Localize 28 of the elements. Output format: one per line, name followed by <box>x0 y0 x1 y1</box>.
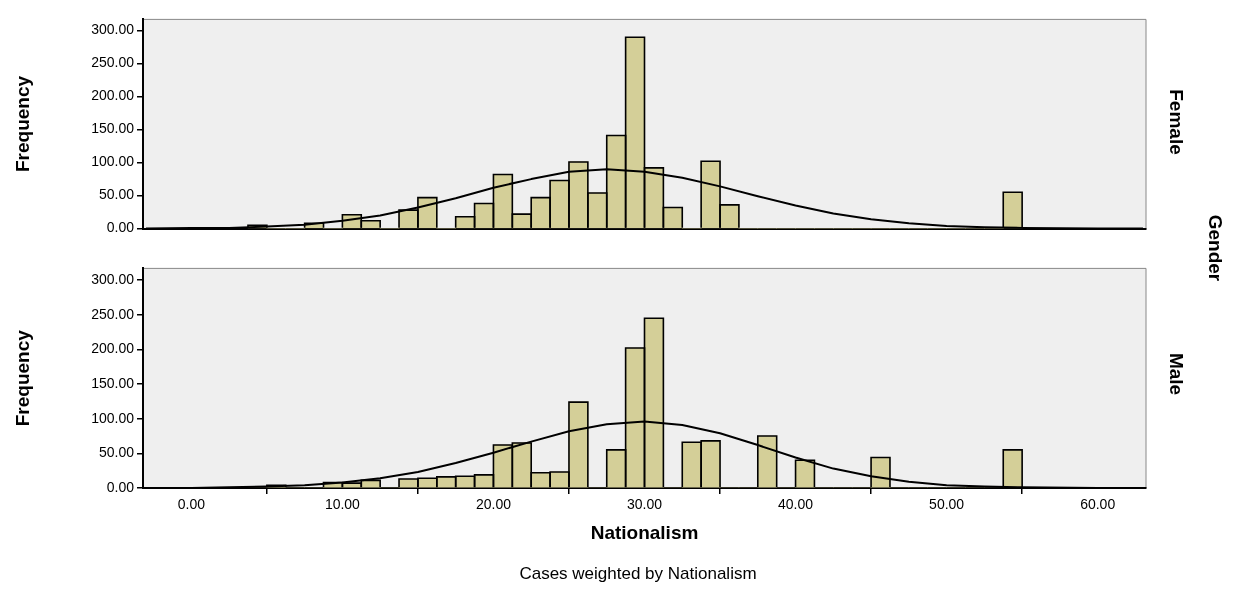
y-tick-label: 100.00 <box>91 153 135 170</box>
y-tick-label: 200.00 <box>91 340 135 357</box>
y-tick-label: 250.00 <box>91 305 135 322</box>
text: Gender <box>1204 214 1226 282</box>
x-tick-label: 0.00 <box>177 496 206 513</box>
y-tick-label: 100.00 <box>91 409 135 426</box>
y-tick-label: 250.00 <box>91 54 135 71</box>
y-tick-label: 50.00 <box>98 444 135 461</box>
text: Cases weighted by Nationalism <box>518 564 758 584</box>
y-axis-title: Frequency <box>11 329 33 427</box>
y-tick-label: 300.00 <box>91 271 135 288</box>
y-axis-title: Frequency <box>11 75 33 173</box>
y-tick-label: 0.00 <box>106 219 135 236</box>
y2-axis-title: Female <box>1165 89 1188 155</box>
x-axis-title: Nationalism <box>590 521 699 543</box>
x-tick-label: 40.00 <box>778 496 814 513</box>
y-tick-label: 150.00 <box>91 120 135 137</box>
x-tick-label: 10.00 <box>324 496 361 513</box>
y-tick-label: 200.00 <box>91 87 135 104</box>
x-tick-label: 50.00 <box>929 496 965 513</box>
y-tick-label: 50.00 <box>98 186 135 203</box>
x-tick-label: 60.00 <box>1080 496 1116 513</box>
y-tick-label: 300.00 <box>91 21 135 38</box>
y2-axis-title: Male <box>1165 352 1187 395</box>
y-tick-label: 150.00 <box>91 374 135 391</box>
x-tick-label: 30.00 <box>626 496 663 513</box>
y-tick-label: 0.00 <box>106 478 135 495</box>
x-tick-label: 20.00 <box>475 496 512 513</box>
